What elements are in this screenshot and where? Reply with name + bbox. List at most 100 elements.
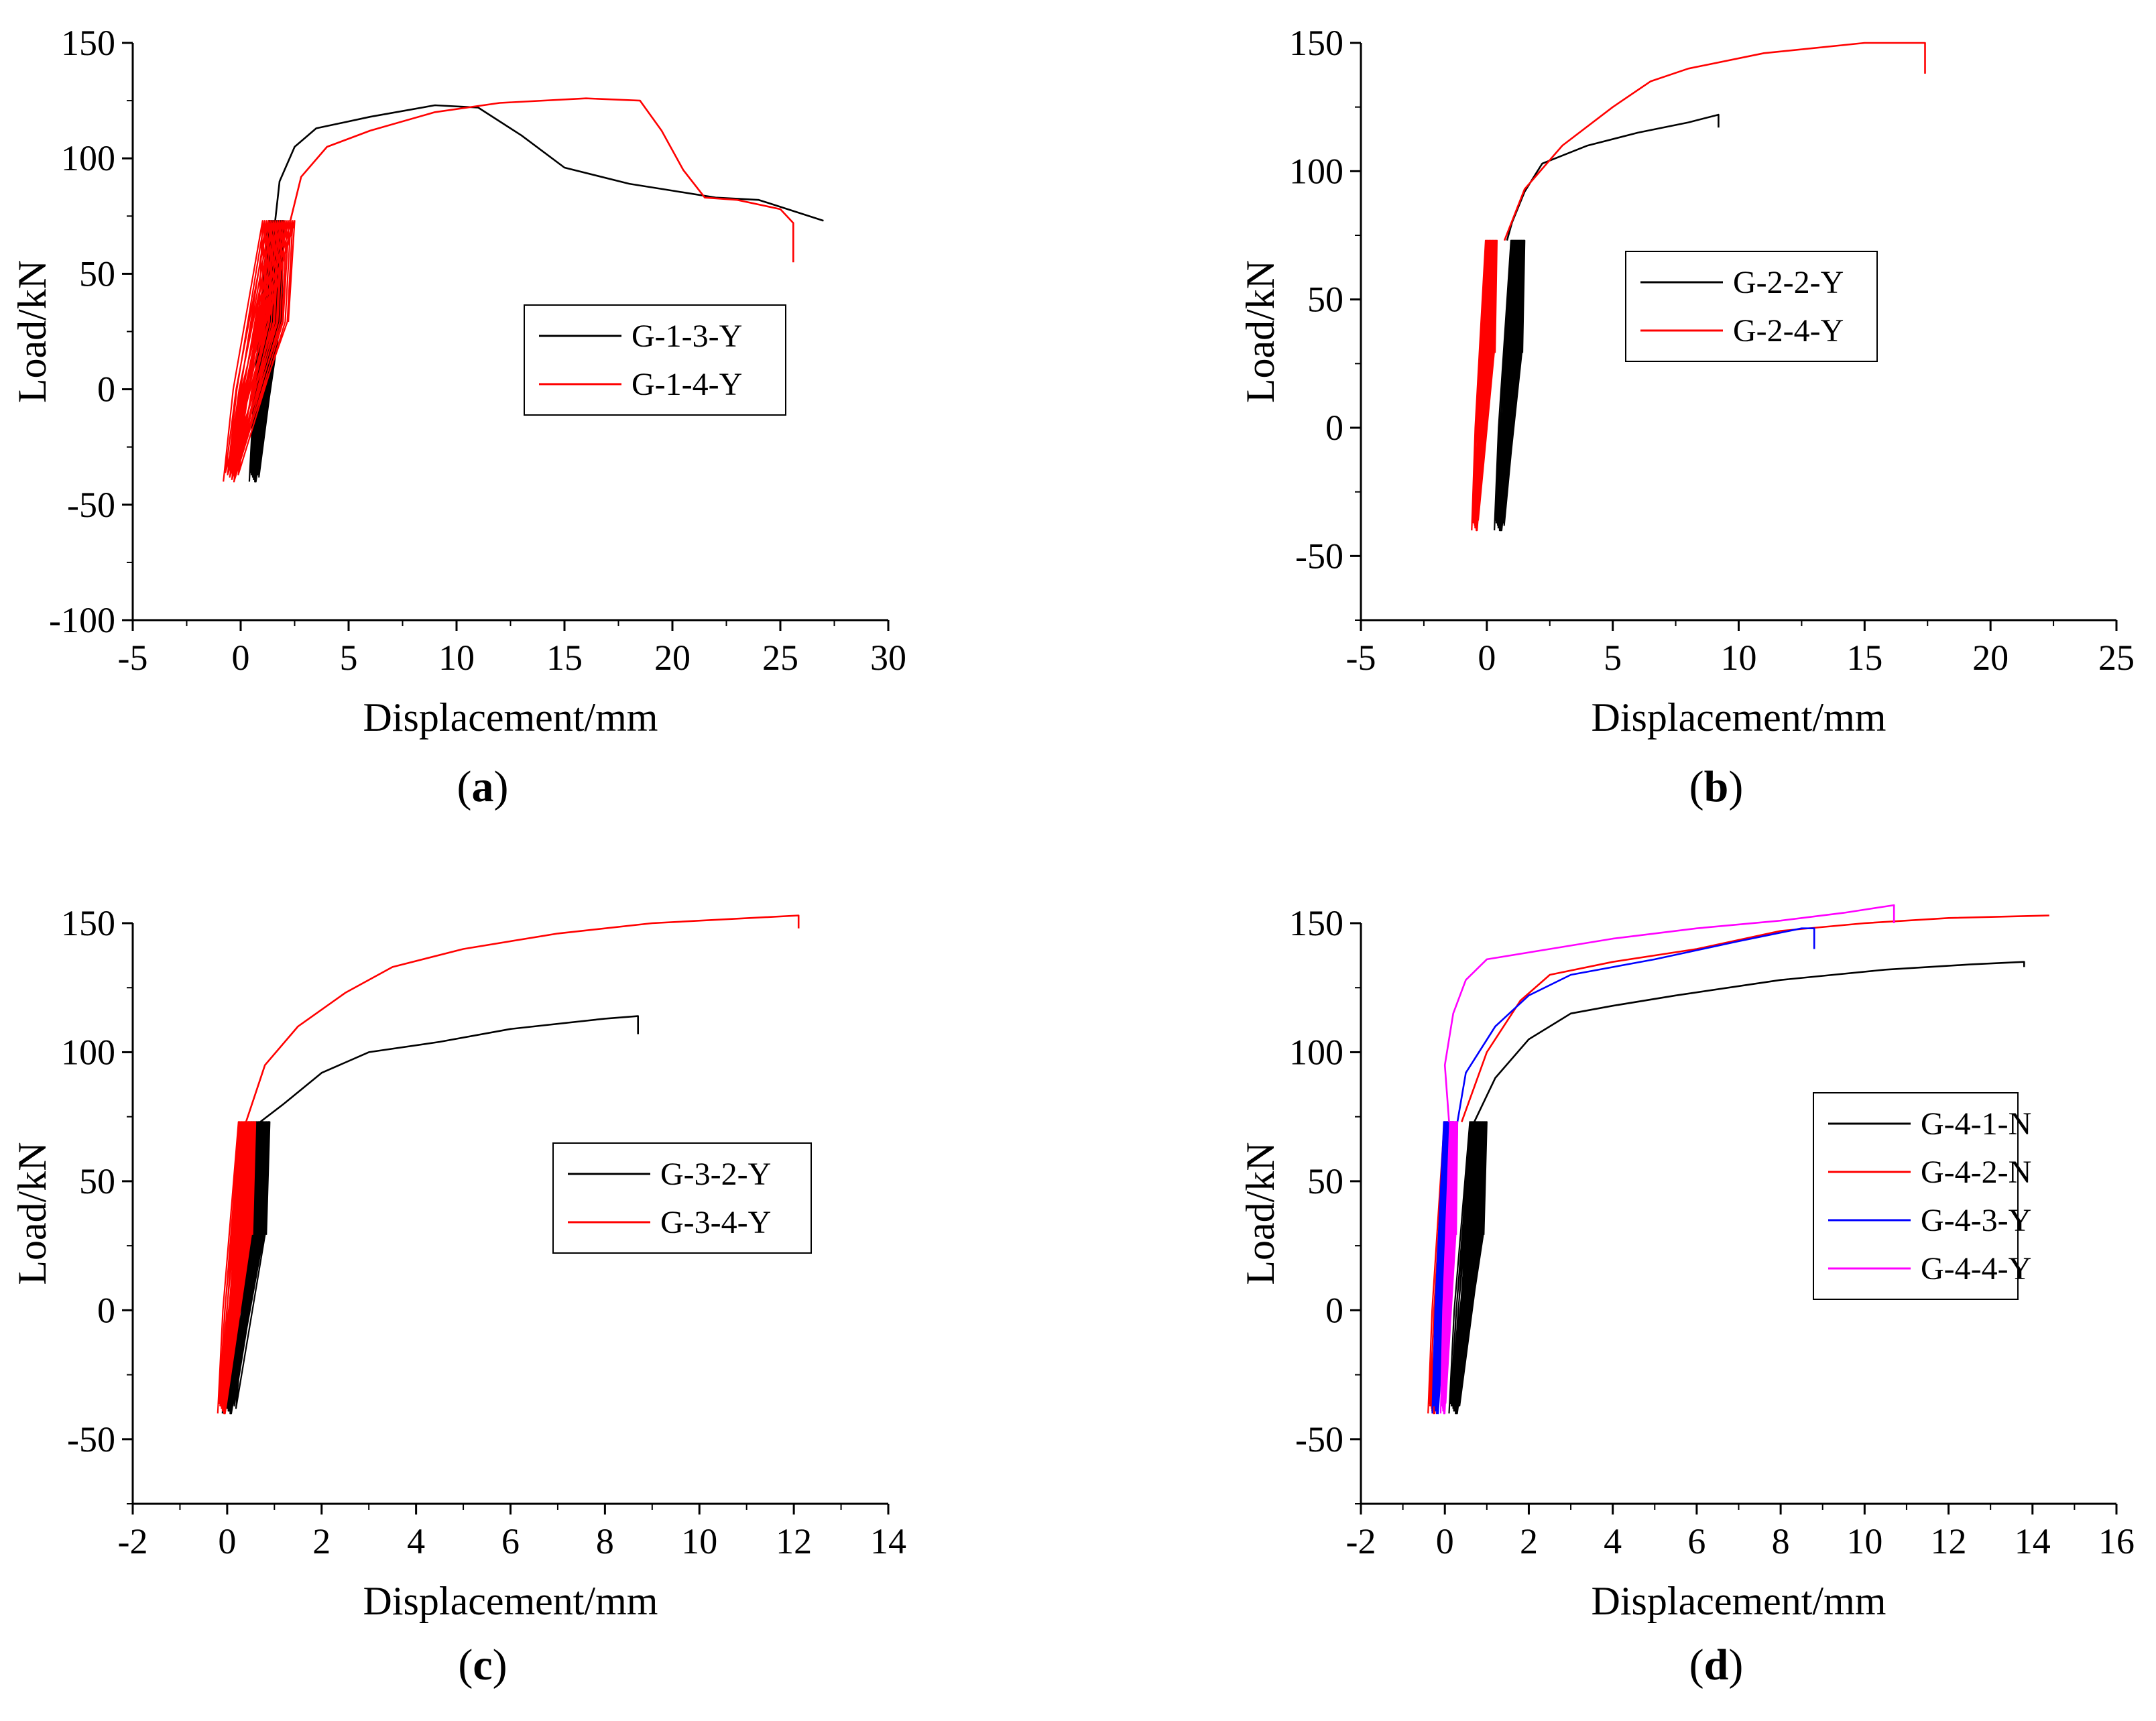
legend-label: G-1-3-Y [632, 318, 742, 354]
x-tick-label: 16 [2098, 1521, 2135, 1561]
series-cyclic-path [1471, 239, 1498, 532]
panel-label-paren: ) [494, 762, 509, 811]
x-tick-label: 4 [1604, 1521, 1622, 1561]
series-cyclic-path [1494, 239, 1526, 532]
x-tick-label: 15 [546, 638, 583, 678]
x-tick-label: 20 [1972, 638, 2009, 678]
x-axis-title: Displacement/mm [363, 1579, 658, 1623]
series-envelope-path [1456, 927, 1815, 1122]
series-envelope-path [1443, 904, 1895, 1122]
x-tick-label: 5 [1604, 638, 1622, 678]
x-tick-label: 14 [2015, 1521, 2051, 1561]
legend-box [524, 304, 786, 416]
x-tick-label: 6 [1687, 1521, 1705, 1561]
x-tick-label: 14 [870, 1521, 906, 1561]
legend-label: G-4-4-Y [1921, 1251, 2031, 1287]
series-envelope-path [1506, 113, 1720, 241]
series-envelope-path [1473, 961, 2025, 1122]
y-tick-label: 0 [97, 1290, 115, 1330]
legend-label: G-2-4-Y [1733, 313, 1844, 349]
panel-label-paren: ) [493, 1641, 507, 1689]
series-envelope-path [259, 1015, 639, 1123]
series-g-4-3-y [1431, 927, 1815, 1415]
x-tick-label: 8 [1772, 1521, 1790, 1561]
series-g-4-4-y [1439, 904, 1895, 1415]
x-tick-label: 4 [407, 1521, 425, 1561]
x-tick-label: 20 [654, 638, 691, 678]
panel-label-paren: ( [458, 1641, 473, 1689]
panel-label: (b) [1689, 762, 1744, 811]
legend-label: G-4-1-N [1921, 1106, 2031, 1142]
y-tick-label: 0 [1325, 1290, 1343, 1330]
series-g-1-3-y [248, 104, 824, 483]
legend-label: G-4-2-N [1921, 1154, 2031, 1190]
x-axis-title: Displacement/mm [363, 695, 658, 739]
y-tick-label: 150 [61, 23, 115, 63]
legend: G-1-3-Y G-1-4-Y [524, 304, 786, 416]
series-envelope-path [1503, 42, 1926, 241]
series-g-3-4-y [217, 914, 800, 1415]
x-tick-label: 5 [340, 638, 358, 678]
x-tick-label: 15 [1846, 638, 1882, 678]
x-tick-label: 10 [1721, 638, 1757, 678]
x-tick-label: -5 [118, 638, 148, 678]
y-tick-label: 150 [1289, 23, 1343, 63]
legend-label: G-4-3-Y [1921, 1203, 2031, 1238]
x-tick-label: 0 [218, 1521, 236, 1561]
panel-label-paren: ) [1728, 762, 1743, 811]
y-tick-label: 100 [1289, 1032, 1343, 1072]
x-tick-label: -2 [118, 1521, 148, 1561]
y-tick-label: 100 [61, 1032, 115, 1072]
x-tick-label: 6 [501, 1521, 520, 1561]
y-tick-label: -50 [67, 485, 115, 525]
legend-label: G-2-2-Y [1733, 265, 1844, 300]
panel-b: -5 0 5 10 15 20 25-50050100150Displacement/mmL… [1238, 23, 2135, 811]
x-tick-label: 0 [1436, 1521, 1454, 1561]
panel-label-paren: ) [1728, 1641, 1743, 1689]
y-axis-title: Load/kN [1238, 260, 1282, 403]
panel-d: -2 0 2 4 6 8 10 12 14 16 -50 0 50 100 150 Displacement/… [1238, 903, 2135, 1689]
series-cyclic-path [1448, 1121, 1488, 1415]
panel-label-paren: ( [457, 762, 472, 811]
x-tick-label: 0 [1478, 638, 1496, 678]
y-tick-label: -50 [1295, 536, 1343, 576]
series-envelope-path [274, 104, 824, 222]
y-tick-label: 150 [61, 903, 115, 943]
legend-label: G-3-4-Y [660, 1205, 771, 1240]
x-tick-label: 10 [681, 1521, 717, 1561]
x-tick-label: 0 [232, 638, 250, 678]
y-tick-label: 0 [97, 369, 115, 410]
panel-label-letter: d [1704, 1641, 1729, 1689]
y-tick-label: 0 [1325, 408, 1343, 448]
series-g-4-1-n [1448, 961, 2025, 1415]
y-tick-label: 50 [1307, 280, 1343, 320]
x-tick-label: 2 [1520, 1521, 1538, 1561]
panel-label-letter: b [1704, 762, 1729, 811]
panel-label: (a) [457, 762, 509, 811]
y-tick-label: -50 [67, 1419, 115, 1460]
legend-box [1813, 1092, 2019, 1300]
series-envelope-path [245, 914, 800, 1122]
x-tick-label: 12 [776, 1521, 812, 1561]
series-g-2-4-y [1471, 42, 1926, 532]
panel-label-letter: c [473, 1641, 492, 1689]
series-cyclic-path [217, 1121, 257, 1415]
x-axis-title: Displacement/mm [1592, 1579, 1886, 1623]
legend: G-2-2-Y G-2-4-Y [1625, 251, 1878, 362]
series-cyclic-path [223, 220, 296, 483]
x-tick-label: 10 [438, 638, 475, 678]
series-cyclic-path [1439, 1121, 1459, 1415]
legend: G-3-2-Y G-3-4-Y [552, 1142, 812, 1254]
y-tick-label: 50 [1307, 1161, 1343, 1201]
x-tick-label: 2 [312, 1521, 331, 1561]
panel-c: -2 0 2 4 6 8 10 12 14 -50 0 50 100 150 Displacement/mm… [10, 903, 906, 1689]
series-g-1-4-y [223, 97, 794, 483]
y-tick-label: 50 [79, 1161, 115, 1201]
y-tick-label: 150 [1289, 903, 1343, 943]
legend-label: G-3-2-Y [660, 1156, 771, 1192]
x-tick-label: -2 [1346, 1521, 1376, 1561]
x-tick-label: 25 [762, 638, 798, 678]
x-tick-label: 25 [2098, 638, 2135, 678]
x-tick-label: -5 [1346, 638, 1376, 678]
